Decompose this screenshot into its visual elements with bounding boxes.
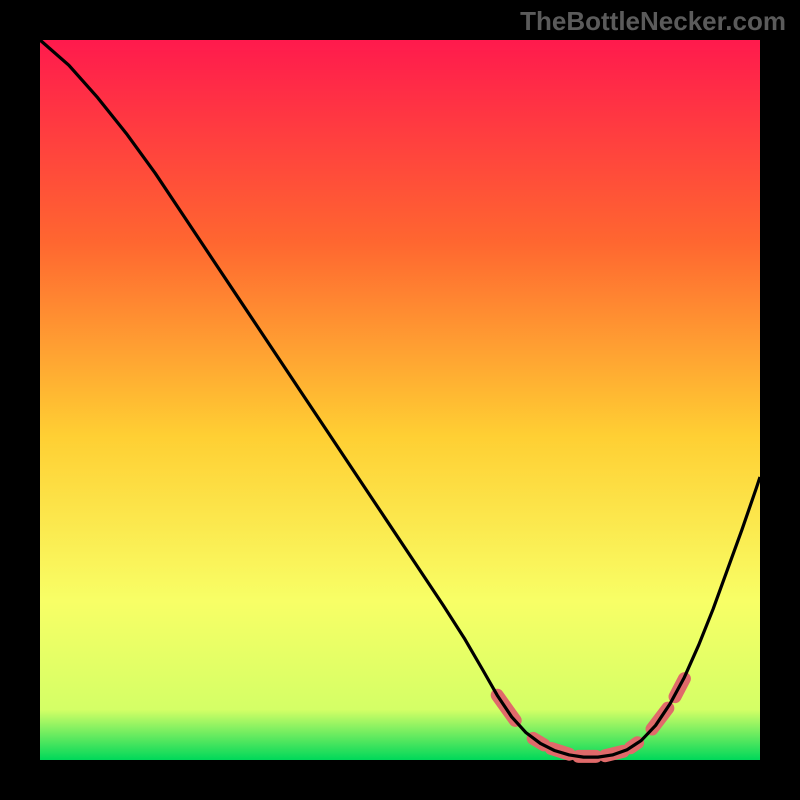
chart-frame: TheBottleNecker.com bbox=[0, 0, 800, 800]
watermark-label: TheBottleNecker.com bbox=[520, 6, 786, 37]
highlight-dashes bbox=[497, 679, 684, 757]
chart-overlay bbox=[0, 0, 800, 800]
bottleneck-curve bbox=[40, 40, 760, 757]
